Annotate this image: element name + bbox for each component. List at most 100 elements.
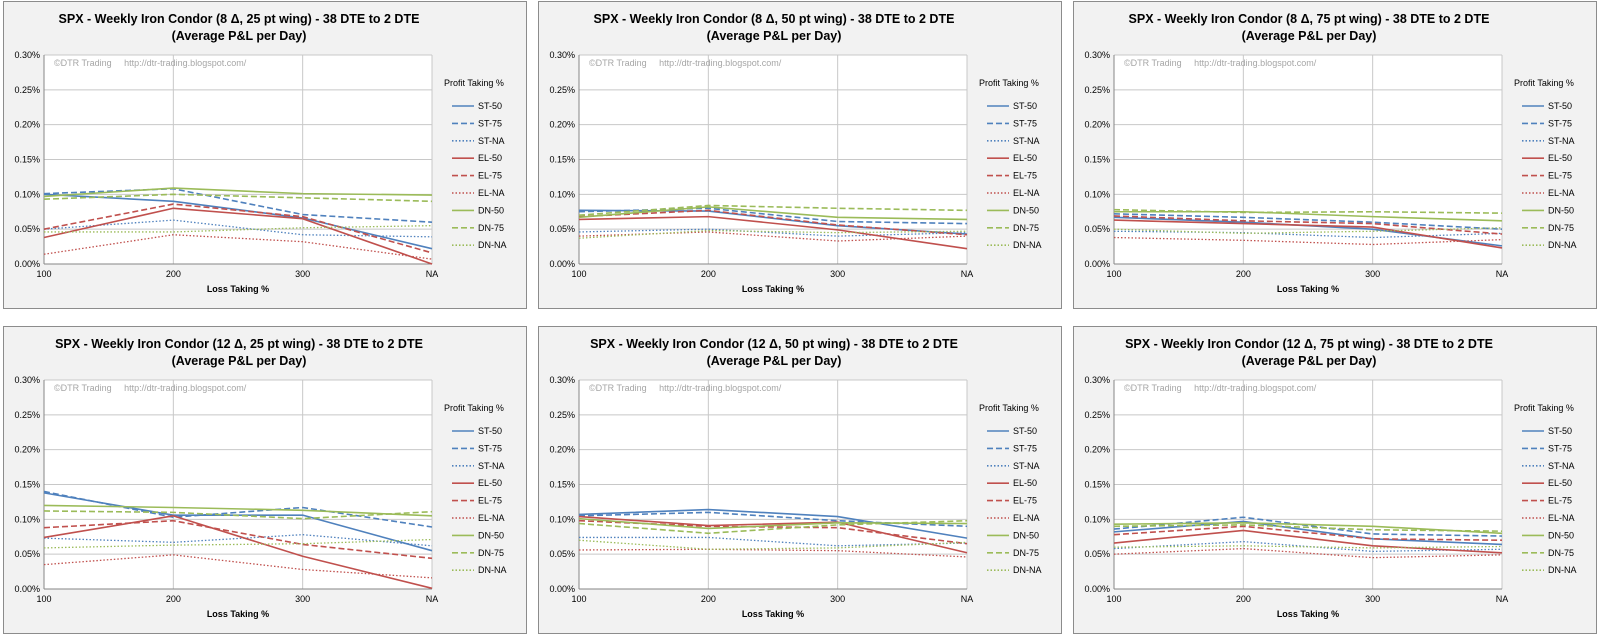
series-line-el-na	[578, 548, 968, 558]
legend-label: EL-NA	[1548, 513, 1575, 523]
x-tick-label: NA	[426, 594, 439, 604]
legend-label: EL-50	[1013, 153, 1037, 163]
chart-title-line-1: SPX - Weekly Iron Condor (12 Δ, 25 pt wi…	[55, 337, 423, 351]
legend-label: EL-75	[478, 171, 502, 181]
series-line-st-75	[43, 490, 433, 528]
x-tick-label: 300	[830, 594, 845, 604]
legend-label: ST-NA	[1548, 136, 1575, 146]
watermark: ©DTR Trading http://dtr-trading.blogspot…	[54, 58, 247, 68]
legend-label: ST-75	[1013, 443, 1037, 453]
legend-label: DN-NA	[478, 240, 507, 250]
legend-label: DN-75	[1013, 223, 1039, 233]
legend-label: ST-NA	[478, 136, 505, 146]
legend-title: Profit Taking %	[979, 78, 1039, 88]
watermark: ©DTR Trading http://dtr-trading.blogspot…	[1124, 58, 1317, 68]
legend-label: ST-75	[478, 443, 502, 453]
y-tick-label: 0.00%	[1084, 584, 1110, 594]
y-tick-label: 0.30%	[14, 375, 40, 385]
y-tick-label: 0.25%	[14, 410, 40, 420]
y-tick-label: 0.20%	[1084, 120, 1110, 130]
x-tick-label: 100	[1106, 269, 1121, 279]
y-tick-label: 0.00%	[14, 259, 40, 269]
chart-svg: SPX - Weekly Iron Condor (8 Δ, 75 pt win…	[1084, 12, 1576, 294]
legend-label: ST-75	[1548, 443, 1572, 453]
y-tick-label: 0.05%	[14, 224, 40, 234]
chart-panel-1: SPX - Weekly Iron Condor (8 Δ, 25 pt win…	[3, 1, 527, 309]
legend-label: DN-50	[478, 530, 504, 540]
legend-label: EL-50	[478, 153, 502, 163]
legend-label: EL-75	[1548, 171, 1572, 181]
x-tick-label: 300	[295, 269, 310, 279]
chart-title-line-2: (Average P&L per Day)	[172, 29, 307, 43]
y-tick-label: 0.10%	[549, 189, 575, 199]
legend-label: DN-50	[1013, 205, 1039, 215]
watermark: ©DTR Trading http://dtr-trading.blogspot…	[589, 383, 782, 393]
legend-label: ST-50	[1548, 101, 1572, 111]
x-tick-label: 300	[1365, 594, 1380, 604]
legend-label: EL-75	[1548, 496, 1572, 506]
series-line-el-50	[578, 215, 968, 250]
chart-title-line-2: (Average P&L per Day)	[707, 354, 842, 368]
y-tick-label: 0.30%	[1084, 375, 1110, 385]
legend-title: Profit Taking %	[1514, 78, 1574, 88]
legend-label: ST-50	[1013, 426, 1037, 436]
chart-svg: SPX - Weekly Iron Condor (8 Δ, 25 pt win…	[14, 12, 507, 294]
legend-label: ST-75	[1013, 118, 1037, 128]
y-tick-label: 0.10%	[14, 189, 40, 199]
y-tick-label: 0.15%	[1084, 155, 1110, 165]
series-line-dn-75	[1113, 208, 1503, 214]
legend-label: ST-75	[478, 118, 502, 128]
legend-label: ST-50	[1548, 426, 1572, 436]
legend-title: Profit Taking %	[1514, 403, 1574, 413]
chart-title-line-1: SPX - Weekly Iron Condor (8 Δ, 25 pt win…	[59, 12, 420, 26]
legend-label: ST-NA	[1548, 461, 1575, 471]
y-tick-label: 0.30%	[14, 50, 40, 60]
chart-panel-5: SPX - Weekly Iron Condor (12 Δ, 50 pt wi…	[538, 326, 1062, 634]
legend-label: DN-75	[478, 548, 504, 558]
y-tick-label: 0.20%	[1084, 445, 1110, 455]
chart-title-line-2: (Average P&L per Day)	[707, 29, 842, 43]
y-tick-label: 0.10%	[1084, 189, 1110, 199]
series-line-el-na	[43, 234, 433, 260]
legend-title: Profit Taking %	[444, 403, 504, 413]
series-line-st-75	[578, 511, 968, 528]
legend-label: ST-50	[478, 426, 502, 436]
x-tick-label: NA	[426, 269, 439, 279]
y-tick-label: 0.10%	[1084, 514, 1110, 524]
legend-label: EL-75	[478, 496, 502, 506]
series-line-el-50	[1113, 219, 1503, 249]
series-line-dn-50	[1113, 522, 1503, 535]
y-tick-label: 0.10%	[549, 514, 575, 524]
x-axis-title: Loss Taking %	[207, 609, 269, 619]
chart-title-line-2: (Average P&L per Day)	[1242, 354, 1377, 368]
y-tick-label: 0.25%	[549, 410, 575, 420]
series-line-dn-50	[43, 504, 433, 517]
y-tick-label: 0.00%	[14, 584, 40, 594]
y-tick-label: 0.20%	[14, 445, 40, 455]
legend-label: EL-NA	[478, 188, 505, 198]
legend-label: EL-NA	[1013, 513, 1040, 523]
legend-label: EL-50	[478, 478, 502, 488]
legend-label: EL-NA	[1013, 188, 1040, 198]
y-tick-label: 0.10%	[14, 514, 40, 524]
y-tick-label: 0.25%	[549, 85, 575, 95]
series-line-el-75	[1113, 215, 1503, 235]
series-line-el-75	[43, 203, 433, 254]
series-line-dn-na	[44, 225, 433, 233]
x-tick-label: 100	[571, 269, 586, 279]
x-tick-label: 100	[36, 269, 51, 279]
legend-label: DN-NA	[478, 565, 507, 575]
y-tick-label: 0.00%	[1084, 259, 1110, 269]
legend-label: DN-50	[1013, 530, 1039, 540]
x-tick-label: NA	[1496, 269, 1509, 279]
x-axis-title: Loss Taking %	[1277, 284, 1339, 294]
y-tick-label: 0.15%	[14, 480, 40, 490]
x-tick-label: 300	[1365, 269, 1380, 279]
x-axis-title: Loss Taking %	[742, 609, 804, 619]
chart-title-line-1: SPX - Weekly Iron Condor (8 Δ, 50 pt win…	[594, 12, 955, 26]
legend-label: DN-75	[1548, 548, 1574, 558]
y-tick-label: 0.05%	[1084, 549, 1110, 559]
series-line-st-50	[578, 508, 968, 539]
x-tick-label: 200	[1236, 594, 1251, 604]
watermark: ©DTR Trading http://dtr-trading.blogspot…	[54, 383, 247, 393]
